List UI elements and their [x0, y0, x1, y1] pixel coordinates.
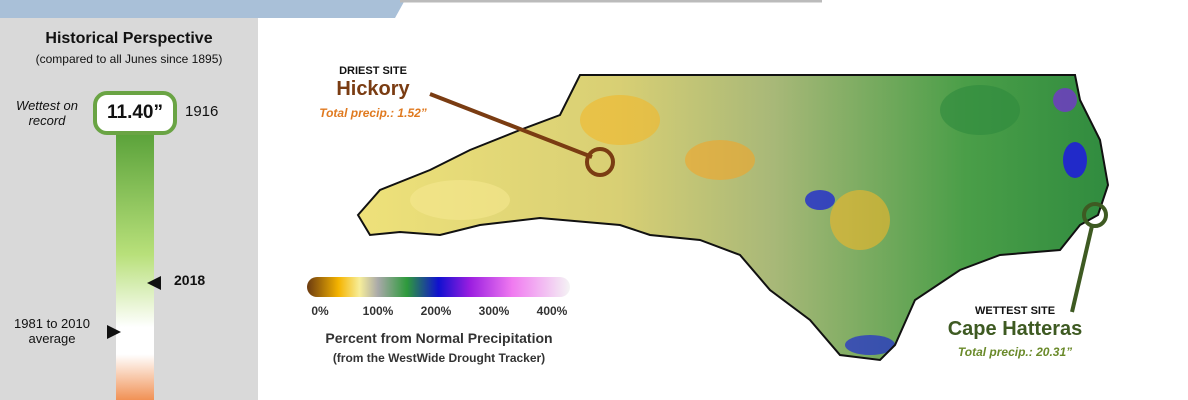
- wettest-label: Wettest on record: [16, 98, 78, 128]
- legend-tick-label: 400%: [536, 304, 568, 318]
- wettest-year: 1916: [185, 103, 219, 120]
- header-bar: [0, 0, 405, 18]
- driest-leader: [429, 92, 593, 159]
- wettest-marker: [1082, 202, 1108, 228]
- legend-source: (from the WestWide Drought Tracker): [332, 351, 546, 365]
- driest-marker: [585, 147, 615, 177]
- average-label: 1981 to 2010 average: [14, 316, 90, 346]
- panel-subtitle: (compared to all Junes since 1895): [35, 52, 223, 66]
- site-heading: DRIEST SITE: [339, 65, 407, 77]
- legend-tick-label: 200%: [420, 304, 452, 318]
- average-marker: [107, 325, 121, 339]
- current-marker: [147, 276, 161, 290]
- site-name: Hickory: [336, 78, 410, 100]
- legend-tick-label: 0%: [311, 304, 329, 318]
- legend-tick-label: 100%: [362, 304, 394, 318]
- scale-bar: [116, 133, 154, 400]
- record-box: [93, 91, 177, 135]
- wettest-value: 11.40”: [107, 102, 163, 123]
- site-total: Total precip.: 1.52”: [319, 106, 427, 120]
- panel-title: Historical Perspective: [45, 30, 213, 47]
- site-total: Total precip.: 20.31”: [957, 345, 1073, 359]
- wettest-leader: [1070, 225, 1094, 313]
- site-heading: WETTEST SITE: [974, 305, 1056, 317]
- legend-bar: [307, 277, 570, 297]
- site-name: Cape Hatteras: [947, 318, 1083, 340]
- legend-tick-label: 300%: [478, 304, 510, 318]
- legend-title: Percent from Normal Precipitation: [325, 330, 553, 346]
- current-year: 2018: [174, 272, 206, 288]
